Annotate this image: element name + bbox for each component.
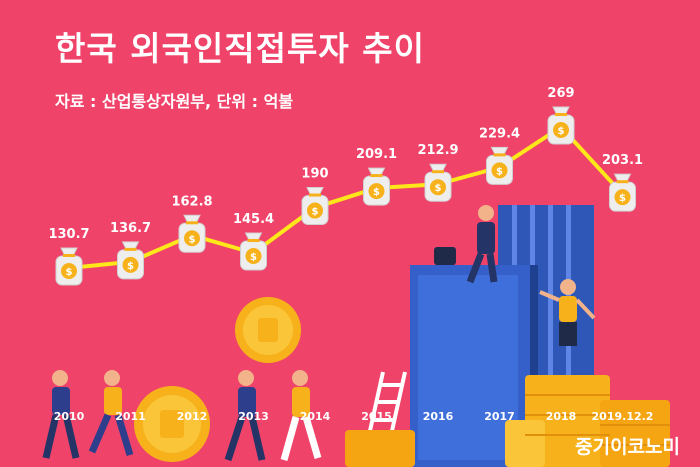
source-note: 자료 : 산업통상자원부, 단위 : 억불	[55, 92, 294, 111]
svg-text:$: $	[189, 234, 196, 245]
year-label: 2016	[423, 410, 454, 423]
money-bag-icon: $	[486, 146, 513, 185]
value-label: 229.4	[479, 126, 520, 141]
value-label: 162.8	[171, 194, 212, 209]
year-label: 2018	[546, 410, 577, 423]
year-label: 2013	[238, 410, 269, 423]
chart-title: 한국 외국인직접투자 추이	[55, 29, 425, 68]
brand-logo: 중기이코노미	[575, 436, 680, 458]
year-label: 2011	[115, 410, 146, 423]
money-bag-icon: $	[424, 163, 452, 202]
money-bag-icon: $	[363, 167, 390, 206]
year-label: 2014	[300, 410, 331, 423]
year-label: 2015	[361, 410, 392, 423]
money-bag-icon: $	[547, 106, 575, 145]
svg-text:$: $	[250, 252, 257, 263]
trend-line	[68, 125, 624, 270]
svg-text:$: $	[558, 126, 565, 137]
value-label: 190	[301, 167, 328, 182]
people-illustration	[42, 205, 596, 462]
value-label: 145.4	[233, 212, 274, 227]
money-bag-icon: $	[55, 247, 83, 286]
svg-text:$: $	[496, 166, 503, 177]
coin-stack-illustration	[345, 375, 670, 467]
value-label: 212.9	[417, 143, 458, 158]
year-labels: 2010 2011 2012 2013 2014 2015 2016 2017 2018 2019…	[54, 410, 654, 423]
money-bag-icon: $	[117, 241, 144, 280]
coin-illustration	[134, 297, 301, 462]
year-label: 2017	[484, 410, 515, 423]
value-label: 269	[547, 86, 574, 101]
svg-text:$: $	[312, 207, 319, 218]
svg-text:$: $	[373, 187, 380, 198]
svg-text:$: $	[619, 193, 626, 204]
value-label: 136.7	[110, 221, 151, 236]
svg-text:$: $	[66, 267, 73, 278]
svg-text:$: $	[435, 183, 442, 194]
money-bag-icon: $	[609, 173, 636, 212]
year-label: 2010	[54, 410, 85, 423]
value-label: 209.1	[356, 147, 397, 162]
value-labels: 130.7 136.7 162.8 145.4 190 209.1 212.9 229.4 26…	[48, 86, 643, 242]
value-label: 203.1	[602, 153, 643, 168]
money-bag-icon: $	[178, 214, 206, 253]
year-label: 2019.12.2	[592, 410, 654, 423]
building-illustration	[410, 205, 594, 467]
data-markers: $ $ $ $ $ $ $ $ $ $	[55, 106, 636, 286]
money-bag-icon: $	[240, 232, 267, 271]
value-label: 130.7	[48, 227, 89, 242]
svg-text:$: $	[127, 261, 134, 272]
year-label: 2012	[177, 410, 208, 423]
money-bag-icon: $	[301, 187, 329, 226]
